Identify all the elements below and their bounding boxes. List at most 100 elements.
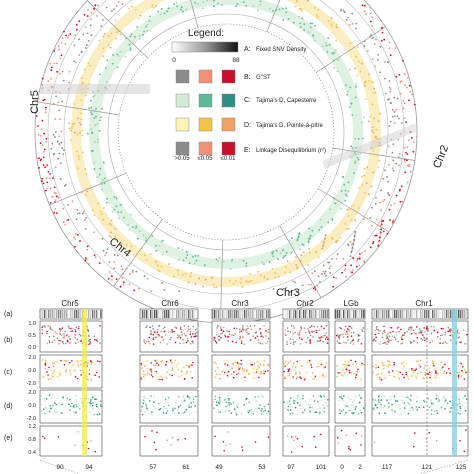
panel-frame	[334, 354, 366, 389]
panel-point	[322, 374, 325, 377]
circos-point	[110, 224, 113, 227]
circos-point	[55, 95, 57, 98]
circos-point	[95, 115, 97, 118]
panel-point	[223, 449, 225, 452]
circos-point	[68, 81, 71, 84]
panel-point	[168, 373, 171, 376]
circos-point	[391, 167, 394, 170]
circos-point	[345, 275, 347, 278]
panel-point	[182, 396, 185, 398]
panel-point	[430, 402, 433, 405]
panel-point	[90, 440, 92, 443]
circos-point	[52, 134, 55, 136]
panel-point	[189, 404, 192, 407]
circos-point	[257, 270, 260, 273]
circos-point	[54, 118, 57, 120]
chromosome-boundary	[317, 188, 389, 233]
panel-point	[444, 341, 447, 343]
circos-point	[90, 18, 92, 20]
circos-point	[389, 54, 392, 57]
circos-point	[380, 209, 383, 212]
panel-point	[338, 399, 341, 402]
panel-point	[52, 362, 54, 365]
density-tick	[283, 310, 285, 318]
circos-point	[354, 162, 357, 164]
panel-point	[214, 370, 217, 373]
circos-point	[308, 252, 311, 254]
density-tick	[242, 310, 244, 318]
circos-point	[213, 286, 216, 289]
panel-point	[247, 398, 249, 400]
panel-point	[420, 337, 423, 340]
panel-point	[97, 360, 99, 363]
panel-point	[144, 435, 146, 438]
panel-point	[442, 328, 444, 330]
panel-point	[161, 378, 163, 381]
circos-point	[120, 211, 123, 214]
panel-point	[444, 331, 447, 334]
density-tick	[258, 310, 260, 318]
circos-point	[397, 138, 400, 141]
panel-point	[361, 362, 363, 365]
panel-point	[283, 366, 286, 368]
circos-point	[317, 275, 320, 278]
panel-frame	[39, 354, 103, 389]
circos-point	[188, 262, 191, 265]
circos-point	[212, 0, 215, 2]
circos-point	[88, 263, 91, 265]
panel-frame	[39, 425, 103, 457]
panel-point	[141, 413, 144, 416]
panel-point	[155, 370, 157, 373]
panel-point	[341, 399, 344, 401]
circos-point	[65, 183, 67, 186]
panel-point	[456, 413, 459, 415]
panel-point	[223, 371, 226, 374]
panel-point	[150, 374, 153, 376]
panel-point	[353, 373, 355, 375]
panel-point	[141, 367, 143, 369]
panel-point	[459, 413, 461, 415]
panel-point	[166, 371, 169, 374]
circos-point	[148, 20, 151, 22]
panel-point	[156, 376, 159, 379]
panel-point	[354, 376, 357, 379]
circos-plot: Chr5 Chr2 Chr4 Chr3	[29, 0, 451, 324]
panel-point	[416, 337, 419, 339]
circos-point	[374, 65, 377, 68]
panel-point	[344, 361, 346, 363]
panel-point	[310, 364, 313, 366]
panel-point	[322, 336, 324, 338]
panel-point	[413, 445, 415, 448]
panel-point	[158, 324, 161, 327]
panel-point	[286, 327, 289, 329]
panel-point	[432, 403, 434, 405]
panel-point	[75, 342, 77, 345]
circos-point	[71, 200, 74, 203]
panel-point	[77, 365, 80, 368]
circos-point	[369, 246, 372, 249]
circos-point	[41, 144, 44, 146]
panel-point	[45, 359, 47, 362]
panel-point	[226, 364, 229, 367]
density-tick	[222, 310, 224, 318]
circos-point	[84, 26, 87, 29]
panel-point	[94, 338, 96, 341]
circos-point	[73, 60, 75, 62]
panel-point	[352, 402, 355, 405]
panel-point	[391, 335, 394, 338]
panel-title-lgb: LGb	[343, 299, 359, 308]
panel-point	[346, 336, 349, 338]
panel-point	[457, 375, 460, 378]
panel-point	[319, 407, 321, 410]
density-tick	[144, 310, 146, 318]
circos-point	[289, 290, 291, 293]
panel-point	[339, 412, 341, 415]
circos-point	[232, 283, 235, 285]
circos-point	[155, 261, 157, 263]
circos-point	[388, 86, 391, 89]
circos-point	[228, 280, 231, 282]
panel-point	[396, 376, 399, 378]
panel-point	[72, 364, 74, 366]
panel-point	[214, 395, 216, 398]
density-tick	[226, 310, 228, 318]
